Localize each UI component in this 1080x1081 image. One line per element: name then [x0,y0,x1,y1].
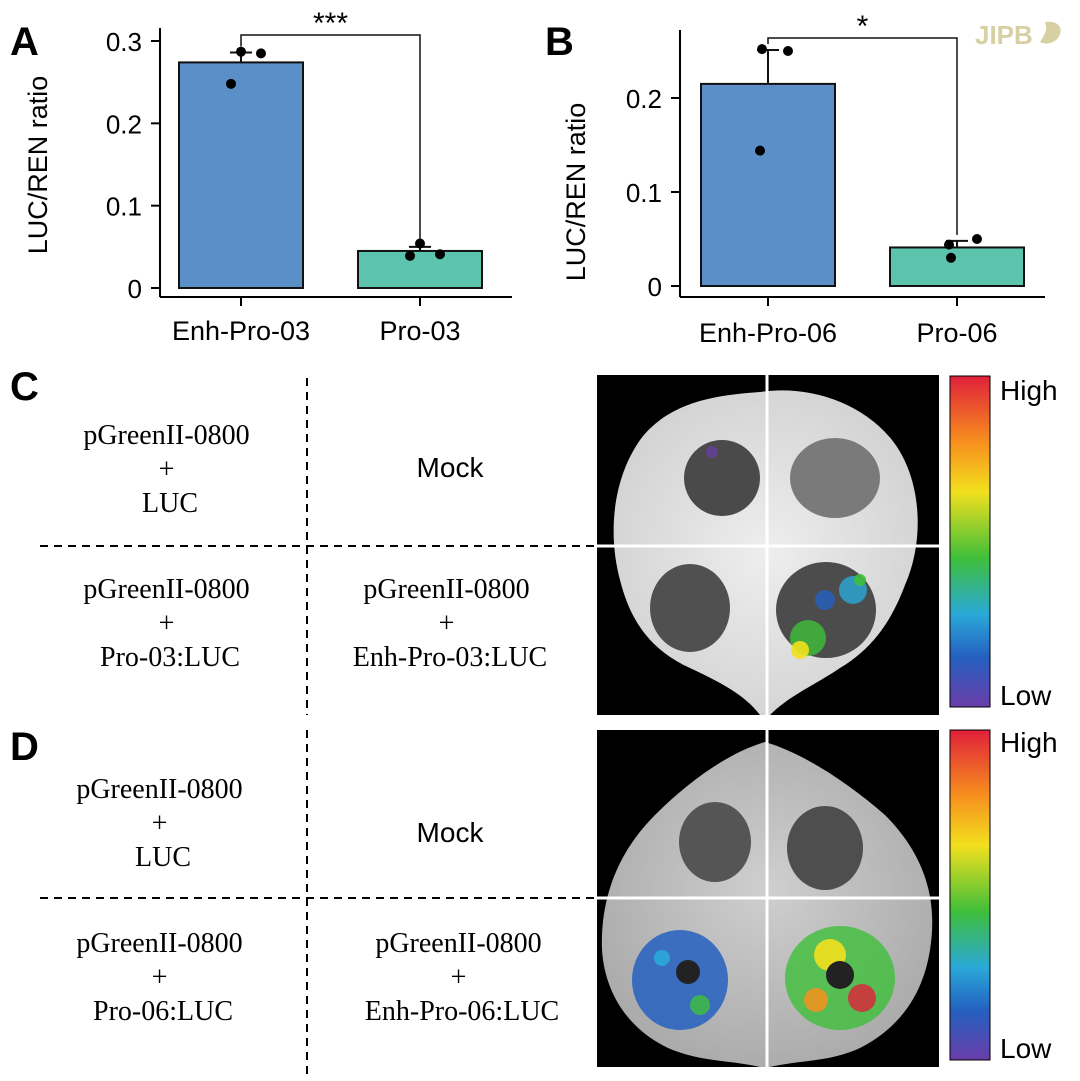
leaf-icon [1040,21,1061,44]
construct-bottom-right-c: pGreenII-0800 + Enh-Pro-03:LUC [353,574,547,673]
scale-low-label-c: Low [1000,680,1052,711]
significance-bracket [240,34,421,241]
y-tick-label: 0.1 [626,178,662,208]
scale-high-label-d: High [1000,727,1058,758]
data-point [755,145,765,156]
mock-label-d: Mock [417,817,485,848]
infiltration-spot [787,806,863,890]
data-point [783,46,793,56]
color-scale-bar-d [949,729,991,1061]
bar [889,246,1025,288]
scale-low-label-d: Low [1000,1033,1052,1064]
panel-label-d: D [10,725,39,769]
construct-bottom-left-c: pGreenII-0800 + Pro-03:LUC [83,574,256,673]
data-point [236,46,246,57]
signal-blob [706,446,718,458]
infiltration-spot [684,440,760,516]
signal-blob [804,988,828,1012]
infiltration-spot [790,438,880,518]
x-tick-label: Enh-Pro-03 [172,316,310,346]
panel-d: D pGreenII-0800 + LUC Mock pGreenII-0800… [10,725,1058,1075]
panel-label-a: A [10,20,39,64]
significance-label: * [857,10,869,43]
signal-blob [854,574,866,586]
luminescence-image-c [597,375,939,715]
signal-blob [815,590,835,610]
data-point [415,238,425,249]
infiltration-spot [679,802,751,882]
data-point [946,252,956,263]
y-tick-label: 0.1 [106,192,142,222]
signal-blob [654,950,670,966]
bar [357,249,483,289]
panel-label-b: B [545,20,574,64]
data-point [405,250,415,261]
data-point [972,234,982,244]
data-point [757,44,767,55]
construct-top-left-c: pGreenII-0800 + LUC [83,420,256,519]
construct-top-left-d: pGreenII-0800 + LUC [76,774,249,873]
data-point [944,239,954,250]
bar [700,82,836,288]
x-tick-label: Enh-Pro-06 [699,318,837,348]
panel-c: C pGreenII-0800 + LUC Mock pGreenII-0800… [10,365,1058,715]
watermark-text: JIPB [975,20,1033,50]
y-tick-label: 0.2 [106,109,142,139]
x-tick-label: Pro-06 [916,318,997,348]
y-axis-label-b: LUC/REN ratio [561,103,591,282]
data-point [226,78,236,89]
y-tick-label: 0.3 [106,27,142,57]
chart-b: B LUC/REN ratio 0 0.1 0.2 * Enh-Pro-06 Pro-… [545,10,1045,348]
panel-label-c: C [10,365,39,409]
significance-bracket [767,37,958,235]
color-scale-bar-c [949,375,991,708]
signal-blob [791,641,809,659]
x-tick-label: Pro-03 [379,316,460,346]
data-point [256,48,266,59]
scale-high-label-c: High [1000,375,1058,406]
signal-blob [690,995,710,1015]
y-tick-label: 0.2 [626,84,662,114]
infiltration-spot [650,564,730,652]
y-axis-label-a: LUC/REN ratio [23,76,53,255]
bar [178,61,304,290]
construct-bottom-right-d: pGreenII-0800 + Enh-Pro-06:LUC [365,928,559,1027]
jipb-watermark: JIPB [975,20,1061,50]
y-tick-label: 0 [128,274,142,304]
signal-blob [676,960,700,984]
chart-a: A LUC/REN ratio 0 0.1 0.2 0.3 *** Enh-Pro-0… [10,7,512,346]
signal-blob [826,961,854,989]
construct-bottom-left-d: pGreenII-0800 + Pro-06:LUC [76,928,249,1027]
mock-label-c: Mock [417,452,485,483]
signal-blob [848,984,876,1012]
significance-label: *** [313,7,348,40]
data-point [435,249,445,260]
y-tick-label: 0 [648,272,662,302]
luminescence-image-d [597,730,939,1067]
